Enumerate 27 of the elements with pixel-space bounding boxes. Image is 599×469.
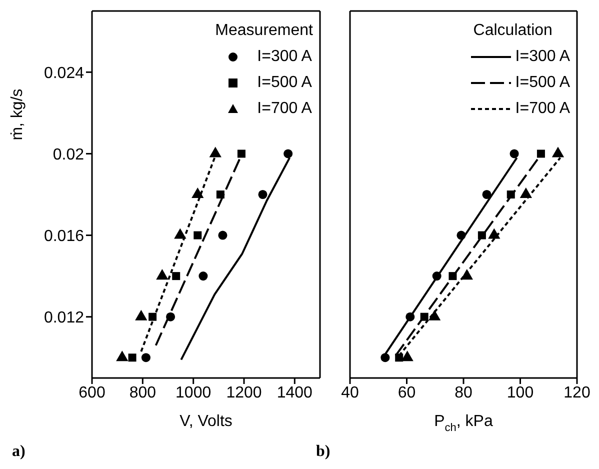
legend-title: Measurement: [215, 22, 313, 39]
x-tick-label: 1400: [276, 384, 313, 402]
legend-label: I=500 A: [257, 73, 312, 93]
y-axis-title: ṁ, kg/s: [9, 88, 26, 140]
y-tick-label: 0.012: [44, 310, 84, 327]
x-tick-label: 800: [129, 384, 156, 402]
text: b): [316, 443, 330, 460]
y-tick-label: 0.024: [44, 64, 84, 82]
legend-label: I=500 A: [515, 73, 570, 93]
legend-label: I=700 A: [515, 99, 570, 119]
legend-label: I=300 A: [515, 47, 570, 67]
x-tick-label: 1000: [176, 384, 212, 402]
y-tick-label: 0.02: [52, 146, 84, 164]
x-tick-label: 80: [454, 384, 472, 402]
x-tick-label: 60: [398, 384, 416, 402]
legend-label: I=700 A: [257, 99, 312, 119]
legend-title: Calculation: [473, 22, 552, 39]
x-tick-label: 1200: [226, 384, 262, 402]
x-tick-label: 40: [341, 384, 359, 402]
x-axis-title: P$_{ch}$, kPa: [434, 413, 493, 434]
legend-label: I=300 A: [257, 47, 312, 67]
x-axis-title: V, Volts: [180, 413, 232, 430]
x-tick-label: 100: [506, 384, 534, 402]
x-tick-label: 600: [78, 384, 106, 402]
x-tick-label: 120: [564, 384, 590, 402]
text: a): [12, 443, 26, 460]
y-tick-label: 0.016: [44, 228, 84, 245]
